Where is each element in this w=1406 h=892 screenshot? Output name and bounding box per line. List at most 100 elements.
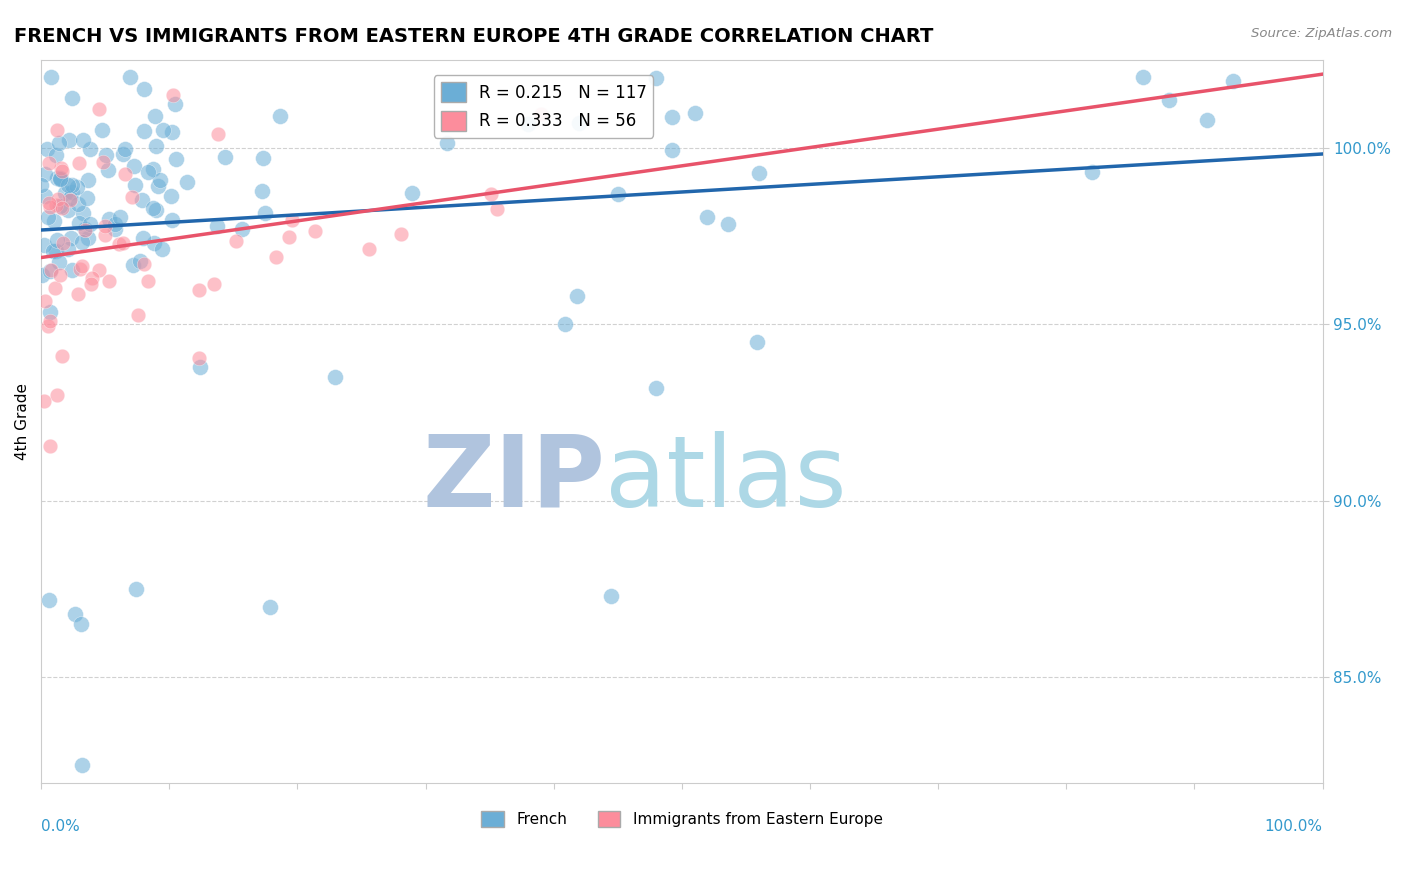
Point bbox=[72, 133, 94, 147]
Point bbox=[58, 133, 80, 147]
Point bbox=[108, 210, 131, 224]
Point bbox=[264, 250, 287, 264]
Point bbox=[41, 263, 63, 277]
Point bbox=[39, 264, 62, 278]
Point bbox=[111, 146, 134, 161]
Point bbox=[114, 143, 136, 157]
Point bbox=[436, 136, 458, 151]
Point bbox=[1222, 74, 1244, 88]
Point bbox=[31, 268, 53, 282]
Point bbox=[45, 171, 67, 186]
Point bbox=[37, 143, 59, 157]
Point bbox=[176, 175, 198, 189]
Point bbox=[32, 393, 55, 408]
Point bbox=[60, 185, 83, 199]
Point bbox=[97, 162, 120, 177]
Text: 100.0%: 100.0% bbox=[1264, 819, 1323, 834]
Point bbox=[39, 70, 62, 85]
Point bbox=[1197, 112, 1219, 127]
Point bbox=[745, 334, 768, 349]
Point bbox=[160, 125, 183, 139]
Point bbox=[225, 234, 247, 248]
Point bbox=[69, 262, 91, 277]
Point bbox=[486, 202, 509, 216]
Point bbox=[51, 201, 73, 215]
Point bbox=[250, 184, 273, 198]
Point bbox=[108, 237, 131, 252]
Point bbox=[214, 150, 236, 164]
Point bbox=[717, 217, 740, 231]
Point bbox=[39, 200, 62, 214]
Point bbox=[38, 156, 60, 170]
Text: atlas: atlas bbox=[605, 431, 846, 528]
Point bbox=[51, 349, 73, 363]
Point bbox=[252, 151, 274, 165]
Text: FRENCH VS IMMIGRANTS FROM EASTERN EUROPE 4TH GRADE CORRELATION CHART: FRENCH VS IMMIGRANTS FROM EASTERN EUROPE… bbox=[14, 27, 934, 45]
Point bbox=[121, 190, 143, 204]
Point bbox=[69, 617, 91, 632]
Point bbox=[56, 242, 79, 256]
Point bbox=[45, 388, 67, 402]
Point bbox=[142, 162, 165, 177]
Point bbox=[94, 148, 117, 162]
Point bbox=[162, 87, 184, 102]
Point bbox=[91, 155, 114, 169]
Point bbox=[67, 156, 90, 170]
Point bbox=[46, 192, 69, 206]
Point bbox=[63, 607, 86, 621]
Point bbox=[87, 102, 110, 116]
Point bbox=[39, 440, 62, 454]
Point bbox=[70, 758, 93, 772]
Point bbox=[278, 230, 301, 244]
Point bbox=[73, 223, 96, 237]
Point bbox=[145, 202, 167, 217]
Point bbox=[76, 231, 98, 245]
Point bbox=[34, 168, 56, 182]
Point bbox=[90, 123, 112, 137]
Point bbox=[401, 186, 423, 200]
Point bbox=[152, 123, 174, 137]
Point bbox=[45, 148, 67, 162]
Point bbox=[270, 110, 292, 124]
Point bbox=[122, 258, 145, 272]
Point bbox=[165, 152, 187, 166]
Point bbox=[80, 277, 103, 291]
Point bbox=[323, 370, 346, 384]
Point bbox=[389, 227, 412, 241]
Point bbox=[34, 188, 56, 202]
Point bbox=[70, 235, 93, 249]
Point bbox=[146, 179, 169, 194]
Point bbox=[48, 199, 70, 213]
Point bbox=[48, 268, 70, 283]
Point bbox=[87, 263, 110, 277]
Point bbox=[44, 214, 66, 228]
Point bbox=[59, 231, 82, 245]
Point bbox=[114, 167, 136, 181]
Point bbox=[72, 206, 94, 220]
Point bbox=[79, 143, 101, 157]
Point bbox=[37, 319, 59, 334]
Point bbox=[280, 212, 302, 227]
Point bbox=[51, 164, 73, 178]
Point bbox=[150, 242, 173, 256]
Point bbox=[34, 293, 56, 308]
Point bbox=[37, 210, 59, 224]
Point bbox=[98, 212, 121, 227]
Point bbox=[39, 305, 62, 319]
Point bbox=[160, 189, 183, 203]
Point bbox=[205, 219, 228, 233]
Point bbox=[748, 166, 770, 180]
Text: Source: ZipAtlas.com: Source: ZipAtlas.com bbox=[1251, 27, 1392, 40]
Point bbox=[75, 221, 97, 235]
Point bbox=[253, 206, 276, 220]
Point bbox=[58, 203, 80, 218]
Point bbox=[190, 359, 212, 374]
Point bbox=[145, 138, 167, 153]
Point bbox=[162, 213, 184, 227]
Point bbox=[38, 314, 60, 328]
Point bbox=[696, 211, 718, 225]
Point bbox=[60, 91, 83, 105]
Point bbox=[124, 160, 146, 174]
Point bbox=[49, 171, 72, 186]
Point bbox=[125, 582, 148, 596]
